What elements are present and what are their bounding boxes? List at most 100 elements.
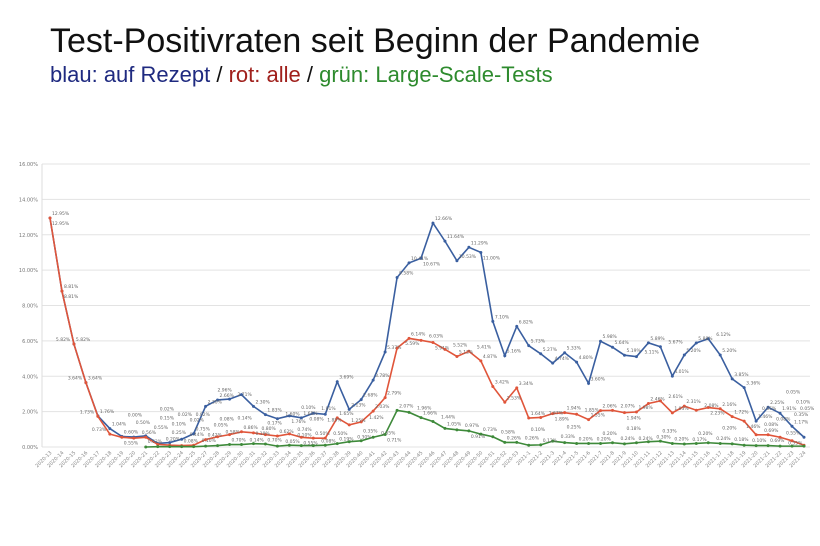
data-label: 10.67% [423,261,441,267]
data-label: 1.98% [638,405,653,411]
data-label: 0.20% [722,425,737,431]
data-point [467,245,471,249]
y-tick-label: 6.00% [22,339,38,345]
data-point [359,420,363,424]
data-label: 0.02% [196,412,211,418]
data-label: 6.03% [429,333,444,339]
data-point [539,352,543,356]
data-point [467,349,471,353]
data-label: 1.72% [734,410,749,416]
data-label: 1.55% [591,413,606,419]
y-tick-label: 0.00% [22,445,38,451]
data-label: 0.55% [303,440,318,446]
data-label: 0.08% [220,417,235,423]
data-label: 0.70% [232,438,247,444]
data-point [323,443,327,447]
data-label: 0.25% [567,425,582,431]
subtitle-blue: blau: auf Rezept [50,62,211,87]
data-point [228,443,232,447]
data-point [527,344,531,348]
data-label: 4.80% [579,355,594,361]
data-label: 3.64% [88,376,103,382]
data-point [371,409,375,413]
data-label: 2.08% [704,403,719,409]
data-point [443,347,447,351]
data-point [563,441,567,445]
data-label: 1.25% [351,418,366,424]
data-point [754,444,758,448]
data-label: 2.68% [363,393,378,399]
data-point [347,407,351,411]
data-point [706,406,710,410]
data-point [251,431,255,435]
data-label: 0.20% [597,436,612,442]
data-point [551,439,555,443]
data-point [754,419,758,423]
data-label: 2.03% [375,404,390,410]
subtitle-sep: / [210,62,229,87]
data-label: 0.10% [531,427,546,433]
data-label: 0.08% [321,439,336,445]
data-label: 2.25% [770,400,785,406]
data-point [204,404,208,408]
data-label: 0.05% [214,423,229,429]
data-point [407,336,411,340]
data-label: 0.08% [776,417,791,423]
data-label: 5.11% [644,350,659,356]
data-label: 0.24% [716,436,731,442]
data-label: 0.18% [626,426,641,432]
data-point [275,444,279,448]
data-label: 5.20% [686,348,701,354]
data-label: 1.76% [291,419,306,425]
data-point [682,353,686,357]
data-label: 0.00% [128,413,143,419]
data-label: 4.01% [674,369,689,375]
data-point [347,423,351,427]
data-label: 5.20% [722,348,737,354]
data-label: 2.23% [710,411,725,417]
data-label: 1.66% [423,411,438,417]
data-label: 1.73% [80,409,95,415]
data-label: 0.50% [333,431,348,437]
data-label: 1.83% [267,408,282,414]
data-label: 0.75% [196,427,211,433]
data-label: 0.63% [148,439,163,445]
data-label: 0.08% [309,417,324,423]
data-label: 5.73% [531,339,546,345]
data-point [491,435,495,439]
data-point [419,256,423,260]
data-label: 5.82% [56,337,71,343]
data-point [790,444,794,448]
data-label: 0.69% [764,428,779,434]
data-point [311,436,315,440]
data-point [694,441,698,445]
data-label: 0.55% [124,440,139,446]
data-point [503,440,507,444]
data-label: 5.82% [76,337,91,343]
data-point [216,444,220,448]
data-label: 2.07% [399,403,414,409]
data-label: 1.42% [369,415,384,421]
data-label: 0.19% [339,437,354,443]
data-point [144,435,148,439]
data-label: 0.30% [357,435,372,441]
data-label: 0.20% [603,431,618,437]
subtitle-sep: / [300,62,320,87]
data-point [766,444,770,448]
data-point [335,380,339,384]
data-point [634,441,638,445]
data-point [395,276,399,280]
data-label: 0.02% [160,407,175,413]
data-label: 0.05% [285,439,300,445]
data-label: 0.10% [172,422,187,428]
data-label: 5.41% [477,344,492,350]
data-point [622,411,626,415]
data-point [658,439,662,443]
data-label: 0.55% [381,430,396,436]
data-point [335,416,339,420]
data-point [347,440,351,444]
data-point [383,432,387,436]
data-point [539,443,543,447]
data-label: 0.26% [507,435,522,441]
data-label: 2.46% [650,396,665,402]
